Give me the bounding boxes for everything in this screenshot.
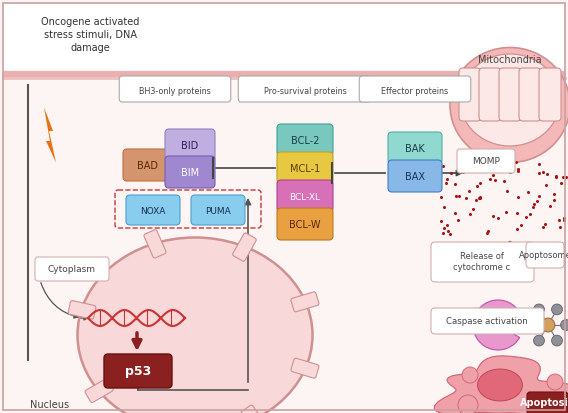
Text: Apoptosome: Apoptosome bbox=[519, 252, 568, 261]
Ellipse shape bbox=[450, 47, 568, 162]
Circle shape bbox=[547, 374, 563, 390]
FancyBboxPatch shape bbox=[431, 242, 534, 282]
FancyBboxPatch shape bbox=[233, 233, 256, 261]
FancyBboxPatch shape bbox=[191, 195, 245, 225]
FancyBboxPatch shape bbox=[277, 180, 333, 212]
FancyBboxPatch shape bbox=[539, 68, 561, 121]
Text: BIM: BIM bbox=[181, 168, 199, 178]
FancyBboxPatch shape bbox=[457, 149, 515, 173]
FancyBboxPatch shape bbox=[519, 68, 541, 121]
Text: MCL-1: MCL-1 bbox=[290, 164, 320, 174]
Text: PUMA: PUMA bbox=[205, 206, 231, 216]
Text: Oncogene activated
stress stimuli, DNA
damage: Oncogene activated stress stimuli, DNA d… bbox=[41, 17, 139, 53]
Text: BH3-only proteins: BH3-only proteins bbox=[139, 86, 211, 95]
Circle shape bbox=[552, 335, 562, 346]
FancyBboxPatch shape bbox=[388, 160, 442, 192]
Text: Nucleus: Nucleus bbox=[30, 400, 69, 410]
FancyBboxPatch shape bbox=[165, 156, 215, 188]
Text: Pro-survival proteins: Pro-survival proteins bbox=[264, 86, 346, 95]
FancyBboxPatch shape bbox=[126, 195, 180, 225]
Text: Apoptosis: Apoptosis bbox=[520, 398, 568, 408]
FancyBboxPatch shape bbox=[459, 68, 481, 121]
FancyBboxPatch shape bbox=[431, 308, 544, 334]
Text: Mitochondria: Mitochondria bbox=[478, 55, 542, 65]
FancyBboxPatch shape bbox=[119, 76, 231, 102]
Circle shape bbox=[533, 335, 544, 346]
FancyBboxPatch shape bbox=[277, 124, 333, 156]
Text: BCL-W: BCL-W bbox=[289, 220, 321, 230]
Text: BAD: BAD bbox=[137, 161, 158, 171]
Wedge shape bbox=[473, 300, 520, 350]
Text: BAK: BAK bbox=[405, 144, 425, 154]
Text: BID: BID bbox=[181, 141, 199, 151]
FancyBboxPatch shape bbox=[291, 358, 319, 378]
Ellipse shape bbox=[460, 54, 560, 146]
Text: NOXA: NOXA bbox=[140, 206, 166, 216]
FancyBboxPatch shape bbox=[388, 132, 442, 164]
Polygon shape bbox=[478, 369, 523, 401]
FancyBboxPatch shape bbox=[499, 68, 521, 121]
Text: BCL-XL: BCL-XL bbox=[290, 192, 320, 202]
Text: p53: p53 bbox=[125, 365, 151, 377]
FancyBboxPatch shape bbox=[144, 230, 166, 258]
Text: Effector proteins: Effector proteins bbox=[382, 86, 449, 95]
Text: Release of
cytochrome c: Release of cytochrome c bbox=[453, 252, 511, 272]
FancyBboxPatch shape bbox=[526, 242, 564, 268]
Text: BCL-2: BCL-2 bbox=[291, 136, 319, 146]
Text: Cytoplasm: Cytoplasm bbox=[48, 264, 96, 273]
FancyBboxPatch shape bbox=[241, 405, 266, 413]
Circle shape bbox=[458, 395, 478, 413]
FancyBboxPatch shape bbox=[277, 152, 333, 184]
FancyBboxPatch shape bbox=[479, 68, 501, 121]
Circle shape bbox=[462, 367, 478, 383]
FancyBboxPatch shape bbox=[123, 149, 173, 181]
FancyBboxPatch shape bbox=[277, 208, 333, 240]
Circle shape bbox=[525, 320, 536, 330]
Circle shape bbox=[561, 320, 568, 330]
FancyBboxPatch shape bbox=[85, 379, 113, 403]
FancyBboxPatch shape bbox=[104, 354, 172, 388]
Polygon shape bbox=[44, 107, 56, 162]
Circle shape bbox=[533, 304, 544, 315]
Polygon shape bbox=[434, 356, 568, 413]
FancyBboxPatch shape bbox=[291, 292, 319, 312]
Circle shape bbox=[531, 399, 549, 413]
Text: MOMP: MOMP bbox=[472, 157, 500, 166]
Circle shape bbox=[552, 304, 562, 315]
FancyBboxPatch shape bbox=[68, 301, 96, 319]
Circle shape bbox=[541, 318, 555, 332]
FancyBboxPatch shape bbox=[35, 257, 109, 281]
Text: Caspase activation: Caspase activation bbox=[446, 316, 528, 325]
FancyBboxPatch shape bbox=[238, 76, 371, 102]
FancyBboxPatch shape bbox=[359, 76, 471, 102]
FancyBboxPatch shape bbox=[3, 3, 565, 75]
Ellipse shape bbox=[77, 237, 312, 413]
FancyBboxPatch shape bbox=[527, 392, 568, 413]
FancyBboxPatch shape bbox=[165, 129, 215, 161]
Text: BAX: BAX bbox=[405, 172, 425, 182]
